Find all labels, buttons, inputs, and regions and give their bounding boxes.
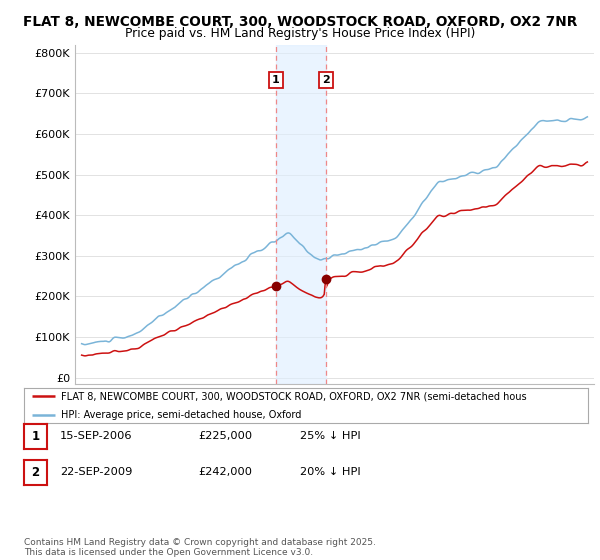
Text: 22-SEP-2009: 22-SEP-2009: [60, 467, 133, 477]
Text: Price paid vs. HM Land Registry's House Price Index (HPI): Price paid vs. HM Land Registry's House …: [125, 27, 475, 40]
Text: £225,000: £225,000: [198, 431, 252, 441]
Text: 1: 1: [272, 74, 280, 85]
Text: £242,000: £242,000: [198, 467, 252, 477]
Text: Contains HM Land Registry data © Crown copyright and database right 2025.
This d: Contains HM Land Registry data © Crown c…: [24, 538, 376, 557]
Text: 2: 2: [31, 466, 40, 479]
Text: 2: 2: [322, 74, 329, 85]
Text: 20% ↓ HPI: 20% ↓ HPI: [300, 467, 361, 477]
Text: HPI: Average price, semi-detached house, Oxford: HPI: Average price, semi-detached house,…: [61, 410, 301, 420]
Text: 15-SEP-2006: 15-SEP-2006: [60, 431, 133, 441]
Text: FLAT 8, NEWCOMBE COURT, 300, WOODSTOCK ROAD, OXFORD, OX2 7NR (semi-detached hous: FLAT 8, NEWCOMBE COURT, 300, WOODSTOCK R…: [61, 391, 526, 402]
Text: 25% ↓ HPI: 25% ↓ HPI: [300, 431, 361, 441]
Bar: [276, 45, 326, 384]
Text: 1: 1: [31, 430, 40, 443]
Text: FLAT 8, NEWCOMBE COURT, 300, WOODSTOCK ROAD, OXFORD, OX2 7NR: FLAT 8, NEWCOMBE COURT, 300, WOODSTOCK R…: [23, 15, 577, 29]
